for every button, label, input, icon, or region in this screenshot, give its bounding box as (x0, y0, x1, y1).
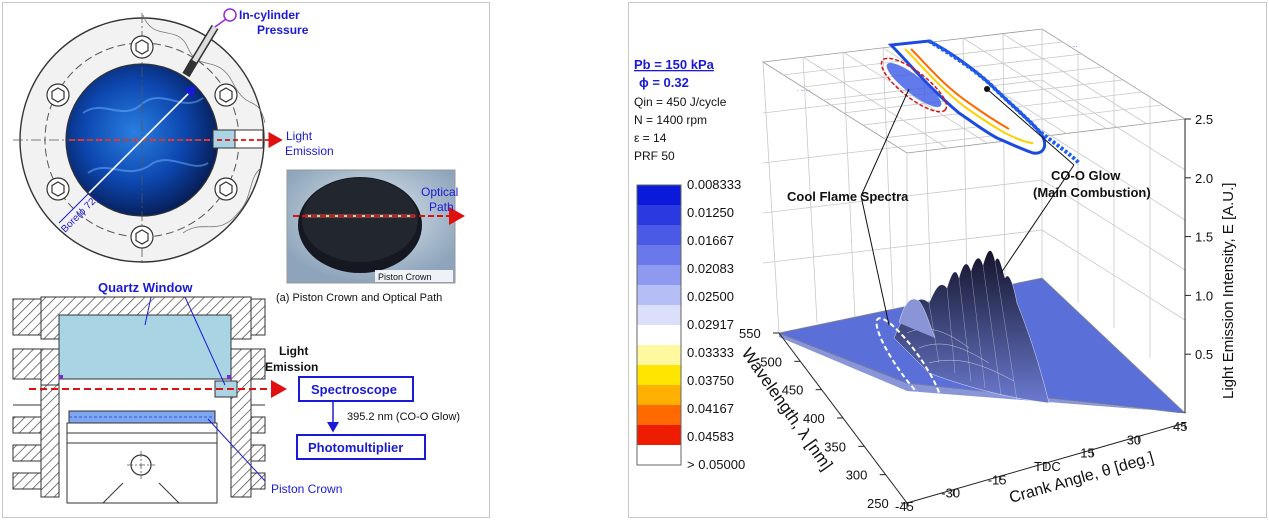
light-emission-label-bottom-2: Emission (265, 360, 318, 374)
quartz-window-label: Quartz Window (98, 280, 193, 295)
legend-label-0: 0.008333 (687, 177, 741, 192)
color-legend: 0.008333 0.01250 0.01667 0.02083 0.02500 0.02… (636, 177, 745, 472)
engine-diagram: Bore(ϕ 72) In-cylinder Pressure Light Em… (12, 8, 465, 504)
intensity-tick-2: 1.5 (1195, 230, 1213, 245)
condition-n: N = 1400 rpm (634, 113, 707, 127)
wavelength-tick-6: 550 (739, 326, 761, 341)
intensity-axis-label: Light Emission Intensity, E [A.U.] (1220, 183, 1237, 399)
spectroscope-label: Spectroscope (311, 382, 397, 397)
wavelength-tick-2: 350 (824, 439, 846, 454)
intensity-tick-3: 2.0 (1195, 171, 1213, 186)
co-o-glow-annotation-1: CO-O Glow (1051, 168, 1121, 183)
in-cylinder-pressure-label-2: Pressure (257, 23, 309, 37)
intensity-tick-1: 1.0 (1195, 288, 1213, 303)
crank-angle-tick-0: -45 (895, 499, 914, 514)
wavelength-tick-5: 500 (760, 354, 782, 369)
light-emission-label-top-2: Emission (285, 144, 334, 158)
head-bolts (46, 35, 238, 249)
wavelength-tick-3: 400 (803, 411, 825, 426)
legend-color-9 (637, 365, 681, 386)
contour-projection: . .. . . . ... (797, 39, 1081, 165)
legend-color-10 (637, 385, 681, 406)
light-emission-label-bottom-1: Light (279, 344, 308, 358)
legend-color-7 (637, 325, 681, 346)
piston-crown-photo: Piston Crown (286, 169, 465, 284)
legend-label-4: 0.02500 (687, 289, 734, 304)
condition-pb: Pb = 150 kPa (634, 57, 715, 72)
legend-label-1: 0.01250 (687, 205, 734, 220)
cool-flame-floor-ellipse (875, 317, 943, 409)
condition-qin: Qin = 450 J/cycle (634, 95, 727, 109)
svg-text:. .. . .: . .. . . (797, 87, 811, 93)
intensity-tick-4: 2.5 (1195, 112, 1213, 127)
intensity-axis-ticks: 0.5 1.0 1.5 2.0 2.5 (1185, 112, 1213, 362)
crank-angle-axis-ticks: -45 -30 -15 TDC 15 30 45 (895, 419, 1187, 514)
legend-label-6: 0.03333 (687, 345, 734, 360)
legend-color-5 (637, 285, 681, 306)
legend-color-4 (637, 265, 681, 286)
legend-label-10: > 0.05000 (687, 457, 745, 472)
photomultiplier-box (296, 434, 426, 460)
crank-angle-tick-4: 15 (1080, 446, 1094, 461)
optical-path-label-1: Optical (421, 185, 458, 199)
wavelength-tick-4: 450 (782, 383, 804, 398)
light-emission-label-top-1: Light (286, 129, 313, 143)
photo-caption: (a) Piston Crown and Optical Path (276, 292, 442, 304)
legend-color-1 (637, 205, 681, 226)
photomultiplier-label: Photomultiplier (308, 440, 403, 455)
engine-cross-section (12, 296, 266, 504)
intensity-tick-0: 0.5 (1195, 347, 1213, 362)
spectra-plot-panel: Pb = 150 kPa ϕ = 0.32 Qin = 450 J/cycle … (628, 2, 1267, 518)
legend-color-3 (637, 245, 681, 266)
legend-color-12 (637, 425, 681, 446)
legend-color-11 (637, 405, 681, 426)
wavelength-axis-label: Wavelength, λ [nm] (738, 344, 837, 474)
condition-phi: ϕ = 0.32 (639, 75, 689, 90)
legend-color-0 (637, 185, 681, 206)
legend-label-3: 0.02083 (687, 261, 734, 276)
crank-angle-tick-3: TDC (1034, 459, 1061, 474)
crank-angle-tick-5: 30 (1127, 432, 1141, 447)
condition-eps: ε = 14 (634, 131, 667, 145)
piston-crown-label: Piston Crown (271, 482, 342, 496)
legend-color-13 (637, 445, 681, 466)
crank-angle-tick-2: -15 (988, 472, 1007, 487)
spectra-3d-plot: Pb = 150 kPa ϕ = 0.32 Qin = 450 J/cycle … (634, 28, 1237, 514)
wavelength-tick-0: 250 (867, 496, 889, 511)
photo-piston-crown-label: Piston Crown (378, 272, 432, 282)
spectroscope-box (298, 376, 414, 402)
crank-angle-tick-1: -30 (941, 486, 960, 501)
wavelength-tick-1: 300 (846, 468, 868, 483)
condition-prf: PRF 50 (634, 149, 675, 163)
legend-label-2: 0.01667 (687, 233, 734, 248)
crank-angle-tick-6: 45 (1173, 419, 1187, 434)
legend-label-5: 0.02917 (687, 317, 734, 332)
wavelength-note: 395.2 nm (CO-O Glow) (347, 411, 460, 423)
legend-label-7: 0.03750 (687, 373, 734, 388)
in-cylinder-pressure-label-1: In-cylinder (239, 8, 300, 22)
legend-label-9: 0.04583 (687, 429, 734, 444)
emission-surface (893, 250, 1050, 404)
co-o-glow-annotation-2: (Main Combustion) (1033, 185, 1151, 200)
optical-path-label-2: Path (429, 200, 454, 214)
pressure-sensor (182, 8, 237, 78)
legend-label-8: 0.04167 (687, 401, 734, 416)
legend-color-6 (637, 305, 681, 326)
legend-color-8 (637, 345, 681, 366)
cool-flame-annotation: Cool Flame Spectra (787, 189, 909, 204)
legend-color-2 (637, 225, 681, 246)
svg-text:. ...: . ... (1069, 43, 1078, 49)
engine-diagram-panel: Bore(ϕ 72) In-cylinder Pressure Light Em… (2, 2, 490, 518)
cylinder-head-top-view: Bore(ϕ 72) (13, 8, 283, 265)
